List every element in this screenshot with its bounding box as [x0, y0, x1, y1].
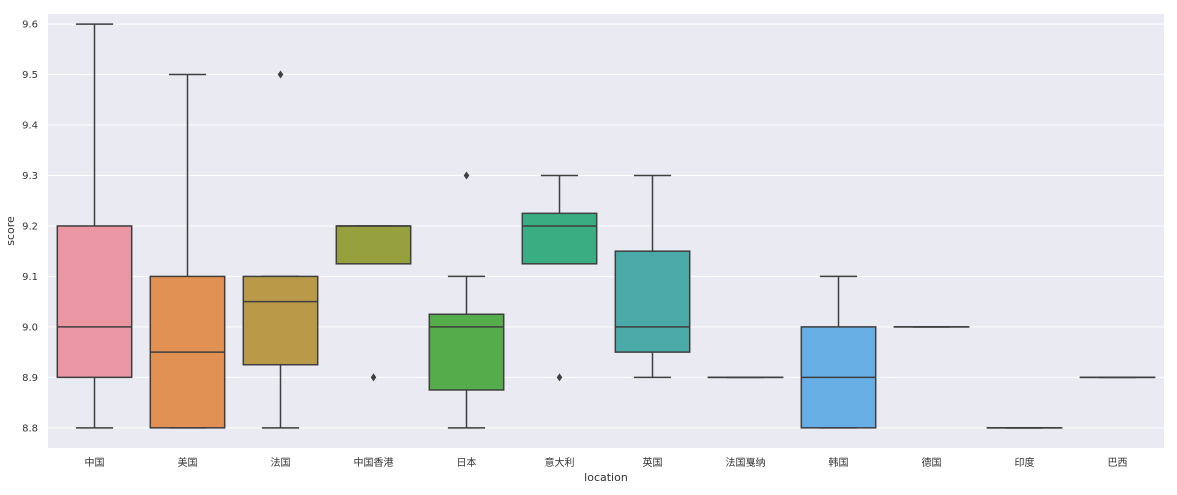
box-body — [57, 226, 131, 377]
x-tick-label: 印度 — [1015, 456, 1035, 469]
x-tick-label: 德国 — [922, 456, 942, 469]
y-axis-label: score — [4, 216, 17, 246]
y-tick-labels: 8.8 8.9 9.0 9.1 9.2 9.3 9.4 9.5 9.6 — [22, 20, 38, 435]
x-tick-label: 法国 — [271, 456, 291, 469]
y-tick-label: 9.5 — [22, 70, 38, 81]
y-tick-label: 8.9 — [22, 373, 38, 384]
x-tick-labels: 中国 美国 法国 中国香港 日本 意大利 英国 法国戛纳 韩国 德国 印度 巴西 — [85, 456, 1128, 469]
box-body — [522, 213, 596, 263]
x-tick-label: 意大利 — [545, 456, 575, 469]
x-tick-label: 法国戛纳 — [726, 456, 766, 469]
box-body — [429, 314, 503, 390]
y-tick-label: 9.4 — [22, 121, 38, 132]
x-tick-label: 中国 — [85, 456, 105, 469]
x-tick-label: 韩国 — [829, 456, 849, 469]
y-tick-label: 9.6 — [22, 20, 38, 31]
y-tick-label: 9.1 — [22, 272, 38, 283]
x-tick-label: 巴西 — [1108, 457, 1128, 469]
box-body — [615, 251, 689, 352]
y-tick-label: 9.3 — [22, 171, 38, 182]
x-axis-label: location — [584, 471, 628, 484]
box-body — [243, 276, 317, 364]
y-tick-label: 9.2 — [22, 221, 38, 232]
y-tick-label: 9.0 — [22, 322, 38, 333]
x-tick-label: 英国 — [643, 456, 663, 469]
x-tick-label: 中国香港 — [354, 456, 394, 469]
x-tick-label: 美国 — [178, 456, 198, 469]
x-tick-label: 日本 — [457, 456, 477, 469]
y-tick-label: 8.8 — [22, 423, 38, 434]
box-body — [336, 226, 410, 264]
